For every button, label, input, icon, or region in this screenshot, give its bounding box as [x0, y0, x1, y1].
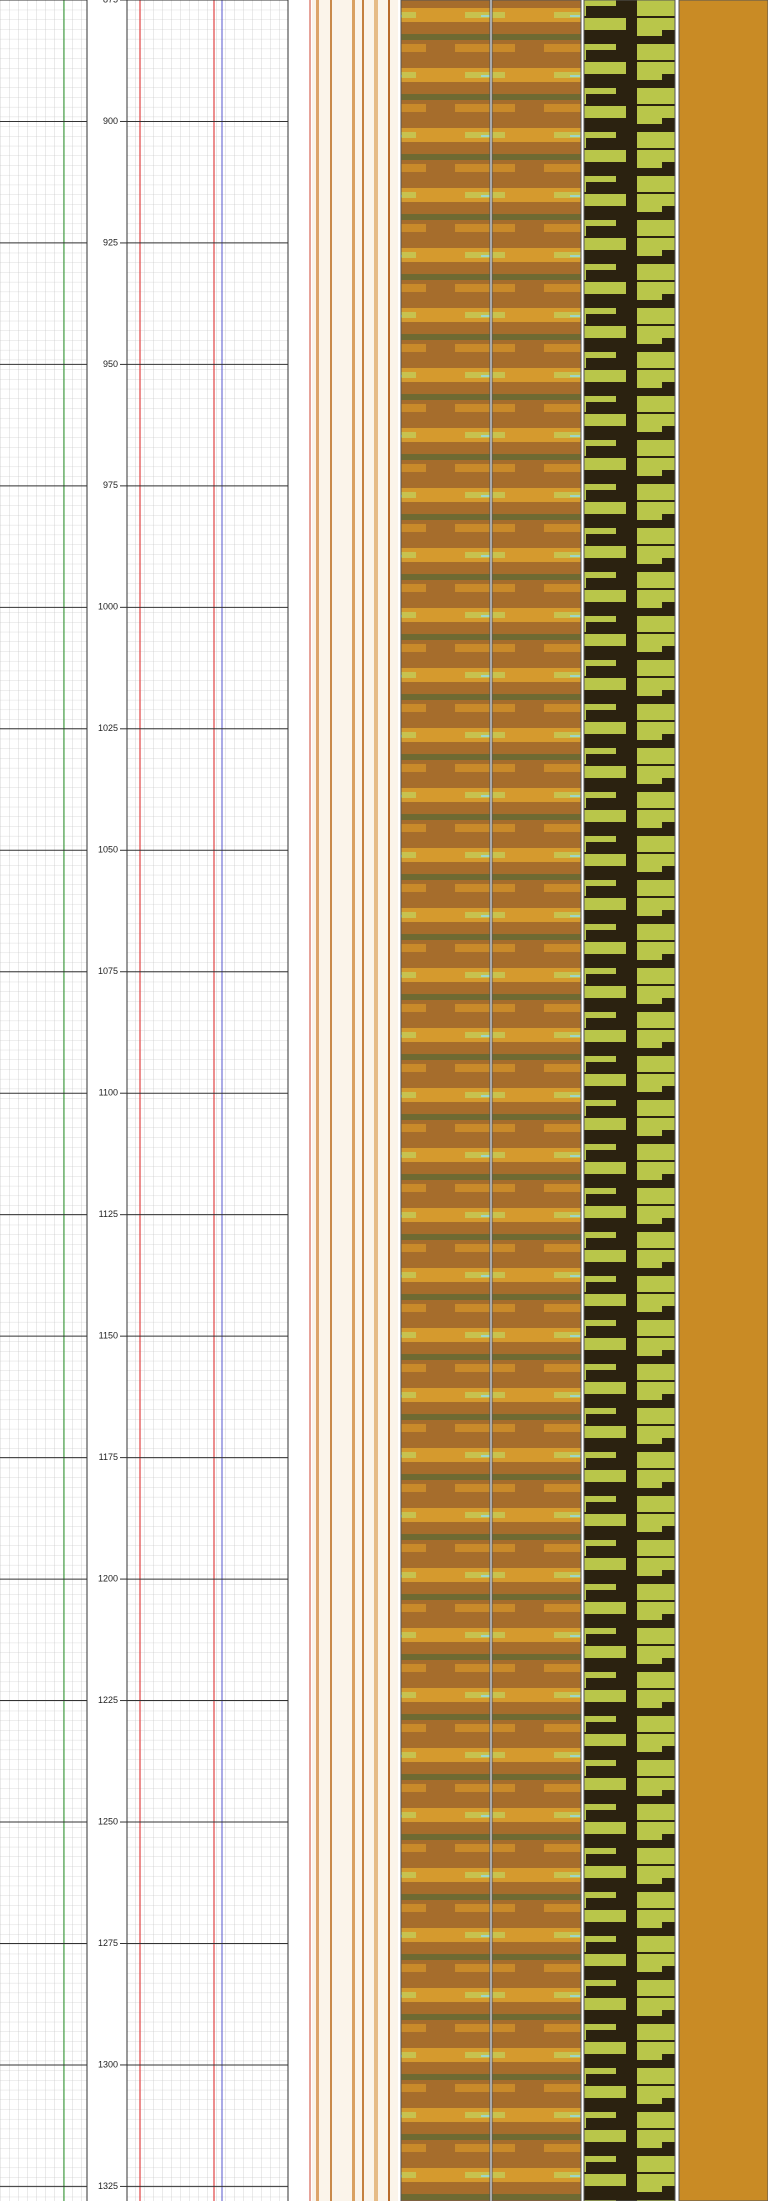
depth-label: 1225 [98, 1695, 118, 1705]
fill-track [583, 0, 676, 2201]
facies-track [400, 0, 491, 2201]
depth-label: 1075 [98, 966, 118, 976]
depth-label: 1300 [98, 2059, 118, 2069]
track-1 [0, 0, 87, 2201]
depth-label: 1200 [98, 1573, 118, 1583]
depth-label: 1125 [99, 1209, 118, 1219]
depth-label: 925 [103, 237, 118, 247]
depth-label: 1100 [99, 1088, 118, 1098]
depth-label: 950 [103, 359, 118, 369]
depth-label: 1000 [98, 602, 118, 612]
depth-label: 900 [103, 116, 118, 126]
depth-label: 875 [103, 0, 118, 4]
depth-label: 1275 [98, 1938, 118, 1948]
track-2 [127, 0, 288, 2201]
depth-label: 1250 [98, 1816, 118, 1826]
image-track [312, 0, 398, 2201]
lithology-track [678, 0, 768, 2201]
depth-label: 1325 [98, 2181, 118, 2191]
depth-label: 975 [103, 480, 118, 490]
depth-label: 1050 [98, 845, 118, 855]
depth-label: 1025 [98, 723, 118, 733]
facies-track [491, 0, 582, 2201]
depth-label: 1175 [99, 1452, 118, 1462]
depth-label: 1150 [99, 1331, 118, 1341]
